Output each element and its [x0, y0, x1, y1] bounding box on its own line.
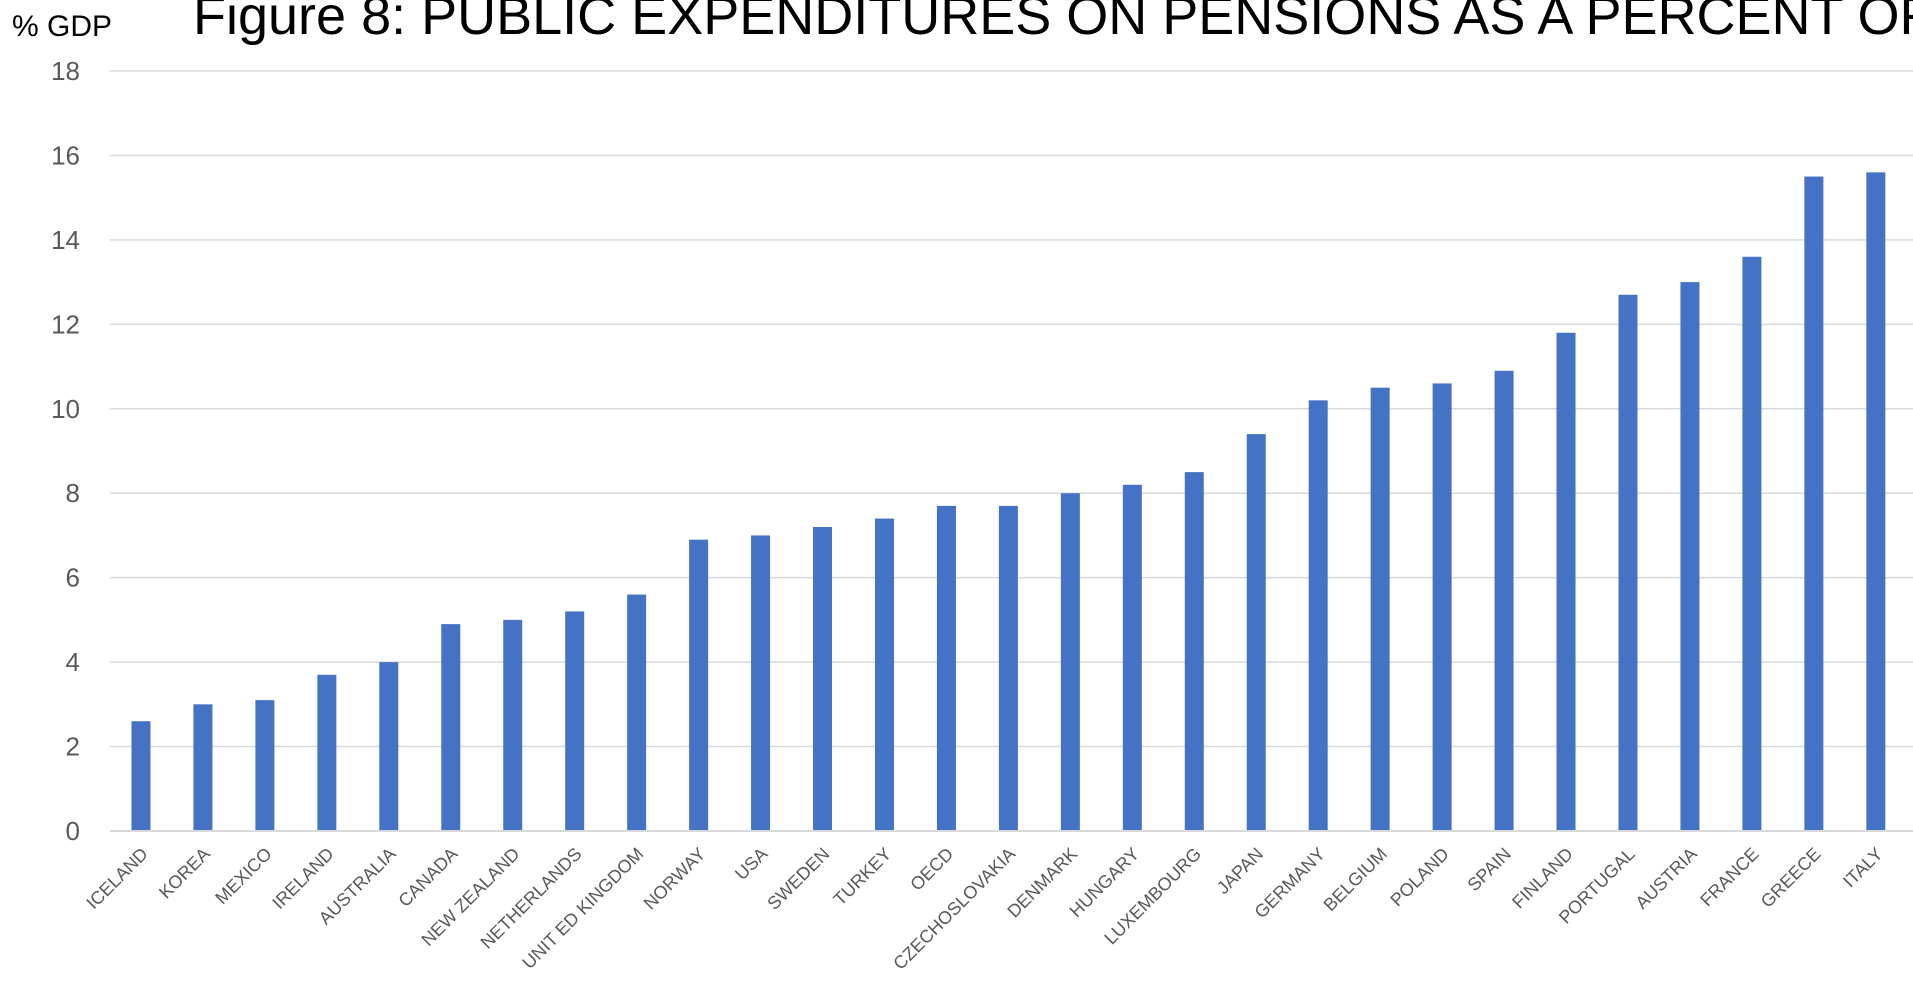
bar-greece [1804, 176, 1824, 832]
x-tick-label: AUSTRIA [1631, 844, 1700, 913]
x-tick-label: NORWAY [640, 844, 710, 914]
x-tick-label: ICELAND [82, 844, 151, 913]
bar-sweden [813, 527, 833, 831]
bar-usa [751, 535, 771, 831]
bar-japan [1246, 434, 1266, 831]
x-axis-ticks: ICELAND KOREAMEXICOIRELANDAUSTRALIACANADA… [82, 844, 1886, 974]
x-tick-label: SPAIN [1464, 844, 1515, 895]
bar-finland [1556, 332, 1576, 831]
bar-unit-ed-kingdom [627, 594, 647, 831]
bar-new-zealand [503, 619, 523, 831]
y-tick-label: 12 [51, 309, 80, 339]
bar-mexico [255, 700, 275, 831]
x-tick-label: MEXICO [211, 844, 275, 908]
x-tick-label: BELGIUM [1320, 844, 1391, 915]
gridlines [110, 70, 1913, 748]
y-axis-label: % GDP [12, 10, 112, 43]
x-tick-label: JAPAN [1213, 844, 1267, 898]
bar-germany [1308, 400, 1328, 831]
y-axis-ticks: 0 2 4 6 8 10 12 14 16 18 [51, 56, 80, 846]
chart-title: Figure 8: PUBLIC EXPENDITURES ON PENSION… [193, 0, 1913, 46]
bar-portugal [1618, 294, 1638, 831]
x-tick-label: UNIT ED KINGDOM [518, 844, 647, 973]
bars [131, 172, 1886, 832]
x-tick-label: ITALY [1839, 844, 1887, 892]
x-tick-label: CZECHOSLOVAKIA [889, 844, 1019, 974]
bar-poland [1432, 383, 1452, 831]
bar-iceland [131, 721, 151, 831]
bar-denmark [1060, 493, 1080, 831]
bar-luxembourg [1184, 472, 1204, 831]
y-tick-label: 8 [66, 478, 80, 508]
y-tick-label: 0 [66, 816, 80, 846]
bar-austria [1680, 282, 1700, 832]
y-tick-label: 2 [66, 732, 80, 762]
bar-korea [193, 704, 213, 831]
bar-italy [1866, 172, 1886, 832]
y-tick-label: 18 [51, 56, 80, 86]
bar-norway [689, 539, 709, 831]
bar-oecd [936, 505, 956, 831]
bar-ireland [317, 674, 337, 831]
y-tick-label: 6 [66, 563, 80, 593]
bar-hungary [1122, 484, 1142, 831]
y-tick-label: 14 [51, 225, 80, 255]
x-tick-label: POLAND [1386, 844, 1452, 910]
bar-canada [441, 624, 461, 831]
x-tick-label: SWEDEN [763, 844, 833, 914]
bar-france [1742, 256, 1762, 831]
bar-turkey [874, 518, 894, 831]
y-tick-label: 4 [66, 647, 80, 677]
x-tick-label: USA [731, 844, 771, 884]
x-tick-label: KOREA [155, 844, 214, 903]
x-tick-label: TURKEY [830, 844, 896, 910]
bar-australia [379, 662, 399, 831]
bar-netherlands [565, 611, 585, 831]
y-tick-label: 10 [51, 394, 80, 424]
y-tick-label: 16 [51, 140, 80, 170]
x-tick-label: FRANCE [1696, 844, 1762, 910]
bar-belgium [1370, 387, 1390, 831]
x-tick-label: OECD [906, 844, 957, 895]
bar-czechoslovakia [998, 505, 1018, 831]
x-tick-label: GREECE [1757, 844, 1825, 912]
bar-spain [1494, 370, 1514, 831]
